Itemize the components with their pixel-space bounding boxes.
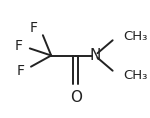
- Text: F: F: [15, 39, 23, 53]
- Text: N: N: [90, 48, 101, 63]
- Text: F: F: [16, 64, 24, 78]
- Text: F: F: [30, 21, 38, 35]
- Text: O: O: [70, 90, 82, 105]
- Text: CH₃: CH₃: [123, 30, 147, 43]
- Text: CH₃: CH₃: [123, 69, 147, 82]
